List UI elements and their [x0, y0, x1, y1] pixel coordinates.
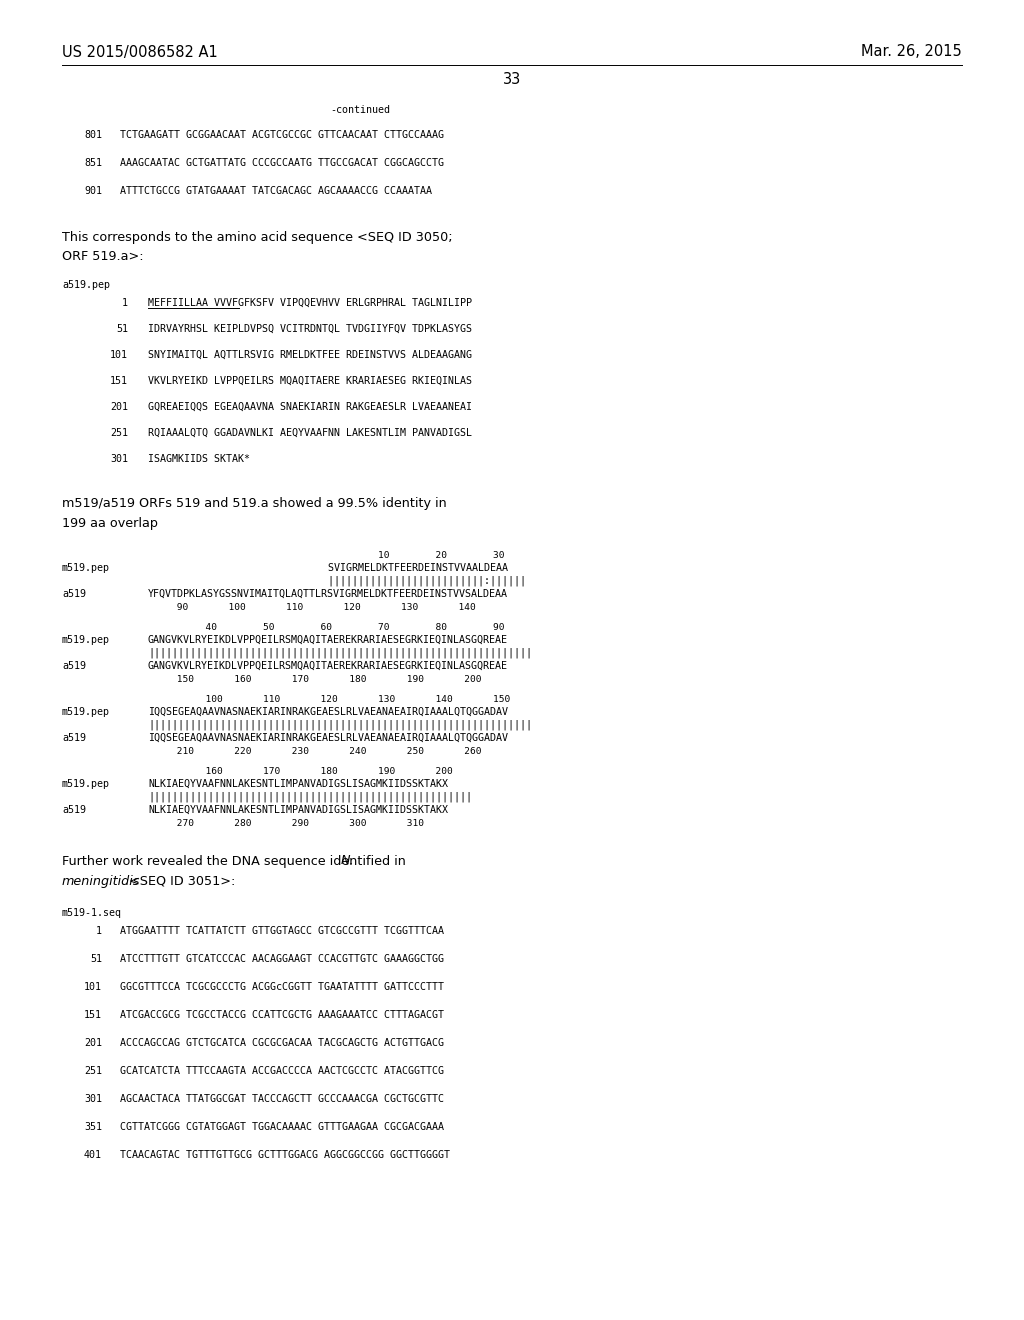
Text: GGCGTTTCCA TCGCGCCCTG ACGGcCGGTT TGAATATTTT GATTCCCTTT: GGCGTTTCCA TCGCGCCCTG ACGGcCGGTT TGAATAT… — [120, 982, 444, 993]
Text: ACCCAGCCAG GTCTGCATCA CGCGCGACAA TACGCAGCTG ACTGTTGACG: ACCCAGCCAG GTCTGCATCA CGCGCGACAA TACGCAG… — [120, 1038, 444, 1048]
Text: ATGGAATTTT TCATTATCTT GTTGGTAGCC GTCGCCGTTT TCGGTTTCAA: ATGGAATTTT TCATTATCTT GTTGGTAGCC GTCGCCG… — [120, 927, 444, 936]
Text: N.: N. — [340, 854, 353, 867]
Text: meningitidis: meningitidis — [62, 874, 140, 887]
Text: 301: 301 — [110, 454, 128, 465]
Text: IQQSEGEAQAAVNASNAEKIARINRAKGEAESLRLVAEANAEAIRQIAAALQTQGGADAV: IQQSEGEAQAAVNASNAEKIARINRAKGEAESLRLVAEAN… — [148, 708, 508, 717]
Text: 351: 351 — [84, 1122, 102, 1133]
Text: 51: 51 — [90, 954, 102, 964]
Text: m519.pep: m519.pep — [62, 564, 110, 573]
Text: SNYIMAITQL AQTTLRSVIG RMELDKTFEE RDEINSTVVS ALDEAAGANG: SNYIMAITQL AQTTLRSVIG RMELDKTFEE RDEINST… — [148, 350, 472, 360]
Text: 160       170       180       190       200: 160 170 180 190 200 — [148, 767, 453, 776]
Text: RQIAAALQTQ GGADAVNLKI AEQYVAAFNN LAKESNTLIM PANVADIGSL: RQIAAALQTQ GGADAVNLKI AEQYVAAFNN LAKESNT… — [148, 428, 472, 438]
Text: Further work revealed the DNA sequence identified in: Further work revealed the DNA sequence i… — [62, 854, 410, 867]
Text: a519: a519 — [62, 661, 86, 671]
Text: ||||||||||||||||||||||||||||||||||||||||||||||||||||||: ||||||||||||||||||||||||||||||||||||||||… — [148, 792, 472, 803]
Text: 301: 301 — [84, 1094, 102, 1104]
Text: a519: a519 — [62, 805, 86, 814]
Text: 40        50        60        70        80        90: 40 50 60 70 80 90 — [148, 623, 505, 631]
Text: GCATCATCTA TTTCCAAGTA ACCGACCCCA AACTCGCCTC ATACGGTTCG: GCATCATCTA TTTCCAAGTA ACCGACCCCA AACTCGC… — [120, 1067, 444, 1076]
Text: 251: 251 — [110, 428, 128, 438]
Text: GANGVKVLRYEIKDLVPPQEILRSMQAQITAEREKRARIAESEGRKIEQINLASGQREAE: GANGVKVLRYEIKDLVPPQEILRSMQAQITAEREKRARIA… — [148, 635, 508, 645]
Text: NLKIAEQYVAAFNNLAKESNTLIMPANVADIGSLISAGMKIIDSSKTAKX: NLKIAEQYVAAFNNLAKESNTLIMPANVADIGSLISAGMK… — [148, 779, 449, 789]
Text: m519.pep: m519.pep — [62, 779, 110, 789]
Text: 201: 201 — [84, 1038, 102, 1048]
Text: <SEQ ID 3051>:: <SEQ ID 3051>: — [125, 874, 236, 887]
Text: 101: 101 — [84, 982, 102, 993]
Text: m519-1.seq: m519-1.seq — [62, 908, 122, 917]
Text: 100       110       120       130       140       150: 100 110 120 130 140 150 — [148, 694, 510, 704]
Text: 851: 851 — [84, 158, 102, 168]
Text: TCAACAGTAC TGTTTGTTGCG GCTTTGGACG AGGCGGCCGG GGCTTGGGGT: TCAACAGTAC TGTTTGTTGCG GCTTTGGACG AGGCGG… — [120, 1150, 450, 1160]
Text: AAAGCAATAC GCTGATTATG CCCGCCAATG TTGCCGACAT CGGCAGCCTG: AAAGCAATAC GCTGATTATG CCCGCCAATG TTGCCGA… — [120, 158, 444, 168]
Text: This corresponds to the amino acid sequence <SEQ ID 3050;: This corresponds to the amino acid seque… — [62, 231, 453, 243]
Text: ISAGMKIIDS SKTAK*: ISAGMKIIDS SKTAK* — [148, 454, 250, 465]
Text: -continued: -continued — [330, 106, 390, 115]
Text: a519: a519 — [62, 589, 86, 599]
Text: 150       160       170       180       190       200: 150 160 170 180 190 200 — [148, 675, 481, 684]
Text: ||||||||||||||||||||||||||||||||||||||||||||||||||||||||||||||||: ||||||||||||||||||||||||||||||||||||||||… — [148, 719, 532, 730]
Text: 901: 901 — [84, 186, 102, 195]
Text: 1: 1 — [96, 927, 102, 936]
Text: 201: 201 — [110, 403, 128, 412]
Text: ATCGACCGCG TCGCCTACCG CCATTCGCTG AAAGAAATCC CTTTAGACGT: ATCGACCGCG TCGCCTACCG CCATTCGCTG AAAGAAA… — [120, 1010, 444, 1020]
Text: ORF 519.a>:: ORF 519.a>: — [62, 251, 143, 264]
Text: 151: 151 — [84, 1010, 102, 1020]
Text: MEFFIILLAA VVVFGFKSFV VIPQQEVHVV ERLGRPHRAL TAGLNILIPP: MEFFIILLAA VVVFGFKSFV VIPQQEVHVV ERLGRPH… — [148, 298, 472, 308]
Text: IDRVAYRHSL KEIPLDVPSQ VCITRDNTQL TVDGIIYFQV TDPKLASYGS: IDRVAYRHSL KEIPLDVPSQ VCITRDNTQL TVDGIIY… — [148, 323, 472, 334]
Text: 51: 51 — [116, 323, 128, 334]
Text: ATTTCTGCCG GTATGAAAAT TATCGACAGC AGCAAAACCG CCAAATAA: ATTTCTGCCG GTATGAAAAT TATCGACAGC AGCAAAA… — [120, 186, 432, 195]
Text: a519.pep: a519.pep — [62, 280, 110, 290]
Text: NLKIAEQYVAAFNNLAKESNTLIMPANVADIGSLISAGMKIIDSSKTAKX: NLKIAEQYVAAFNNLAKESNTLIMPANVADIGSLISAGMK… — [148, 805, 449, 814]
Text: 1: 1 — [122, 298, 128, 308]
Text: SVIGRMELDKTFEERDEINSTVVAALDEAA: SVIGRMELDKTFEERDEINSTVVAALDEAA — [148, 564, 508, 573]
Text: m519.pep: m519.pep — [62, 635, 110, 645]
Text: 90       100       110       120       130       140: 90 100 110 120 130 140 — [148, 602, 476, 611]
Text: m519.pep: m519.pep — [62, 708, 110, 717]
Text: ||||||||||||||||||||||||||:||||||: ||||||||||||||||||||||||||:|||||| — [148, 576, 526, 586]
Text: 10        20        30: 10 20 30 — [148, 550, 505, 560]
Text: VKVLRYEIKD LVPPQEILRS MQAQITAERE KRARIAESEG RKIEQINLAS: VKVLRYEIKD LVPPQEILRS MQAQITAERE KRARIAE… — [148, 376, 472, 385]
Text: 251: 251 — [84, 1067, 102, 1076]
Text: 401: 401 — [84, 1150, 102, 1160]
Text: 33: 33 — [503, 73, 521, 87]
Text: a519: a519 — [62, 733, 86, 743]
Text: AGCAACTACA TTATGGCGAT TACCCAGCTT GCCCAAACGA CGCTGCGTTC: AGCAACTACA TTATGGCGAT TACCCAGCTT GCCCAAA… — [120, 1094, 444, 1104]
Text: m519/a519 ORFs 519 and 519.a showed a 99.5% identity in: m519/a519 ORFs 519 and 519.a showed a 99… — [62, 496, 446, 510]
Text: ATCCTTTGTT GTCATCCCAC AACAGGAAGT CCACGTTGTC GAAAGGCTGG: ATCCTTTGTT GTCATCCCAC AACAGGAAGT CCACGTT… — [120, 954, 444, 964]
Text: 199 aa overlap: 199 aa overlap — [62, 516, 158, 529]
Text: CGTTATCGGG CGTATGGAGT TGGACAAAAC GTTTGAAGAA CGCGACGAAA: CGTTATCGGG CGTATGGAGT TGGACAAAAC GTTTGAA… — [120, 1122, 444, 1133]
Text: 101: 101 — [110, 350, 128, 360]
Text: ||||||||||||||||||||||||||||||||||||||||||||||||||||||||||||||||: ||||||||||||||||||||||||||||||||||||||||… — [148, 648, 532, 659]
Text: Mar. 26, 2015: Mar. 26, 2015 — [861, 45, 962, 59]
Text: GQREAEIQQS EGEAQAAVNA SNAEKIARIN RAKGEAESLR LVAEAANEAI: GQREAEIQQS EGEAQAAVNA SNAEKIARIN RAKGEAE… — [148, 403, 472, 412]
Text: TCTGAAGATT GCGGAACAAT ACGTCGCCGC GTTCAACAAT CTTGCCAAAG: TCTGAAGATT GCGGAACAAT ACGTCGCCGC GTTCAAC… — [120, 129, 444, 140]
Text: 801: 801 — [84, 129, 102, 140]
Text: GANGVKVLRYEIKDLVPPQEILRSMQAQITAEREKRARIAESEGRKIEQINLASGQREAE: GANGVKVLRYEIKDLVPPQEILRSMQAQITAEREKRARIA… — [148, 661, 508, 671]
Text: YFQVTDPKLASYGSSNVIMAITQLAQTTLRSVIGRMELDKTFEERDEINSTVVSALDEAA: YFQVTDPKLASYGSSNVIMAITQLAQTTLRSVIGRMELDK… — [148, 589, 508, 599]
Text: US 2015/0086582 A1: US 2015/0086582 A1 — [62, 45, 218, 59]
Text: 210       220       230       240       250       260: 210 220 230 240 250 260 — [148, 747, 481, 755]
Text: IQQSEGEAQAAVNASNAEKIARINRAKGEAESLRLVAEANAEAIRQIAAALQTQGGADAV: IQQSEGEAQAAVNASNAEKIARINRAKGEAESLRLVAEAN… — [148, 733, 508, 743]
Text: 151: 151 — [110, 376, 128, 385]
Text: 270       280       290       300       310: 270 280 290 300 310 — [148, 818, 424, 828]
